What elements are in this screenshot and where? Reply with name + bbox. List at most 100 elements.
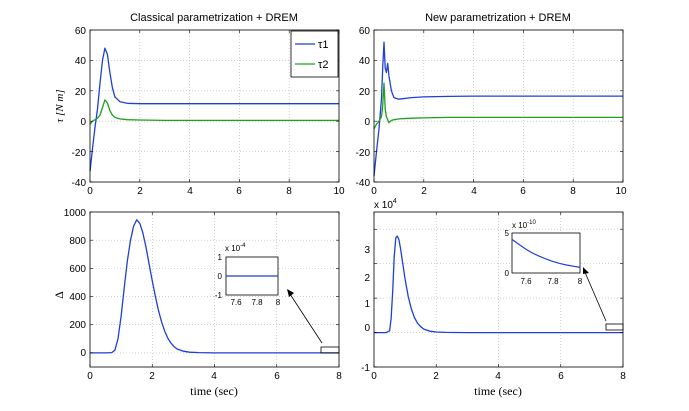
y-tick-label: 2 (364, 273, 370, 284)
x-tick-label: 0 (87, 186, 93, 197)
chart-title-classical: Classical parametrization + DREM (130, 12, 298, 24)
plot-series-delta-classical (90, 219, 339, 354)
x-tick-label: 10 (615, 186, 627, 197)
inset-series-line (511, 238, 581, 268)
y-tick-label: 0 (364, 323, 370, 334)
x-tick-labels-delta-new: 0 2 4 6 8 (371, 371, 626, 382)
inset-y-tick-label: -1 (215, 291, 223, 300)
series-line-tau1 (373, 41, 623, 176)
x-tick-labels-delta-classical: 0 2 4 6 8 (87, 371, 342, 382)
x-axis-label-delta-new: time (sec) (474, 384, 522, 398)
x-tick-label: 0 (371, 371, 377, 382)
inset-x-tick-label: 7.6 (230, 298, 242, 307)
inset-y-tick-label: 5 (505, 229, 510, 238)
y-tick-labels-new: 60 40 20 0 -20 -40 (356, 26, 371, 189)
x-tick-label: 0 (87, 371, 93, 382)
y-tick-label: 3 (364, 245, 370, 256)
panel-delta-classical: 1000 800 600 400 200 0 0 2 4 6 8 Δ time … (52, 208, 342, 398)
y-tick-label: 1 (364, 299, 370, 310)
y-tick-labels-delta-new: 3 2 1 0 -1 (361, 245, 370, 374)
x-tick-label: 6 (274, 371, 280, 382)
plot-series-delta-new (374, 235, 623, 334)
y-scale-multiplier-delta-new: x 104 (374, 198, 397, 211)
zoom-arrow-head-classical (287, 289, 294, 297)
y-axis-label-delta: Δ (52, 291, 66, 299)
y-tick-label: -40 (72, 178, 87, 189)
x-tick-label: 8 (336, 371, 342, 382)
plot-series-classical (89, 47, 339, 172)
panel-new: New parametrization + DREM 60 40 20 0 -2… (356, 12, 627, 197)
y-tick-label: -1 (361, 363, 370, 374)
inset-y-tick-label: 1 (218, 253, 223, 262)
x-tick-label: 4 (495, 371, 501, 382)
series-line-tau1 (89, 47, 339, 172)
y-tick-label: 20 (359, 87, 371, 98)
inset-x-tick-label: 7.8 (251, 298, 263, 307)
inset-scale-label-new: x 10-10 (512, 220, 536, 230)
legend-label-tau1: τ1 (318, 39, 328, 51)
inset-scale-label-classical: x 10-4 (225, 243, 246, 253)
y-tick-labels-delta-classical: 1000 800 600 400 200 0 (64, 208, 87, 359)
inset-new: x 10-10 5 0 7.6 7.8 8 (505, 220, 583, 286)
x-axis-label-delta-classical: time (sec) (190, 384, 238, 398)
inset-frame-new (511, 232, 581, 274)
x-tick-labels-new: 0 2 4 6 8 10 (371, 186, 627, 197)
zoom-arrow-line-new (583, 269, 607, 322)
legend: τ1 τ2 (290, 30, 339, 78)
x-tick-label: 8 (286, 186, 292, 197)
y-tick-label: 800 (69, 236, 86, 247)
x-tick-label: 4 (471, 186, 477, 197)
inset-y-tick-label: 0 (505, 269, 510, 278)
x-tick-label: 2 (137, 186, 143, 197)
inset-x-tick-label: 7.6 (520, 277, 532, 286)
y-tick-label: 20 (75, 87, 87, 98)
inset-x-tick-label: 7.8 (547, 277, 559, 286)
y-tick-label: 400 (69, 292, 86, 303)
axes-frame-new (373, 29, 624, 183)
zoom-box-new (605, 323, 624, 331)
y-tick-label: -20 (356, 148, 371, 159)
x-tick-label: 4 (211, 371, 217, 382)
inset-x-tick-label: 8 (578, 277, 583, 286)
y-tick-label: 0 (80, 117, 86, 128)
x-tick-labels-classical: 0 2 4 6 8 10 (87, 186, 345, 197)
zoom-arrow-line-classical (287, 290, 323, 344)
y-tick-label: 200 (69, 320, 86, 331)
y-tick-label: 0 (80, 348, 86, 359)
inset-x-tick-label: 8 (276, 298, 281, 307)
y-tick-label: 60 (359, 26, 371, 37)
y-tick-label: -40 (356, 178, 371, 189)
panel-classical: Classical parametrization + DREM 60 40 2… (54, 12, 345, 197)
tick-marks-delta-classical (89, 211, 340, 367)
x-tick-label: 2 (149, 371, 155, 382)
y-tick-label: 600 (69, 264, 86, 275)
series-line-delta (90, 219, 339, 354)
zoom-arrow-head-new (583, 267, 589, 274)
y-tick-label: 40 (359, 56, 371, 67)
axes-frame-classical (89, 29, 340, 183)
x-tick-label: 2 (421, 186, 427, 197)
y-tick-labels-classical: 60 40 20 0 -20 -40 (72, 26, 87, 189)
tick-marks-new (373, 29, 624, 183)
legend-label-tau2: τ2 (318, 59, 328, 71)
y-axis-label-classical: τ [N m] (54, 89, 66, 122)
inset-series-new (511, 238, 581, 268)
zoom-box-classical (320, 346, 340, 354)
series-line-tau2 (89, 99, 339, 125)
x-tick-label: 8 (570, 186, 576, 197)
tick-marks-delta-new (373, 212, 624, 368)
x-tick-label: 4 (187, 186, 193, 197)
chart-title-new: New parametrization + DREM (425, 12, 571, 24)
y-tick-label: 40 (75, 56, 87, 67)
panel-delta-new: x 104 3 2 1 0 -1 0 2 4 6 8 time (sec) x … (361, 198, 626, 398)
grid-new (374, 30, 623, 182)
inset-classical: x 10-4 1 0 -1 7.6 7.8 8 (215, 243, 281, 307)
y-tick-label: 60 (75, 26, 87, 37)
plot-series-new (373, 41, 623, 176)
x-tick-label: 6 (558, 371, 564, 382)
x-tick-label: 6 (236, 186, 242, 197)
x-tick-label: 8 (620, 371, 626, 382)
x-tick-label: 6 (520, 186, 526, 197)
